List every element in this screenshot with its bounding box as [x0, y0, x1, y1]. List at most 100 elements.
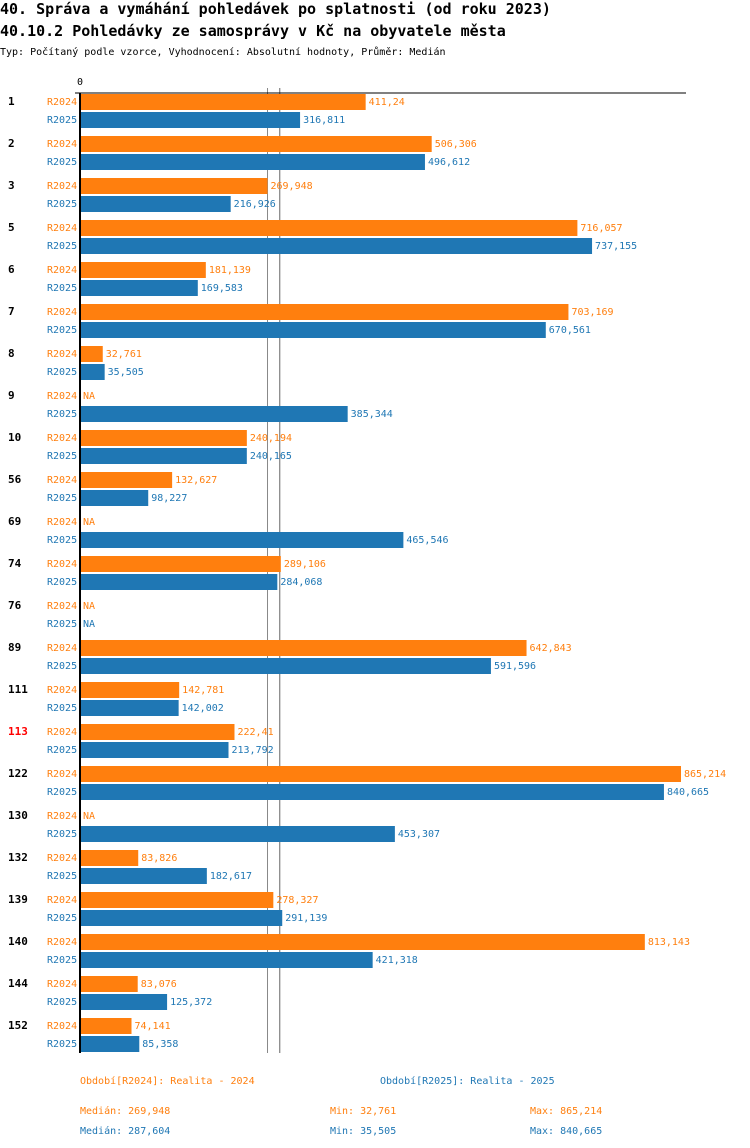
bar-r2025	[80, 952, 373, 968]
bar-r2024	[80, 94, 366, 110]
series-label: R2024	[47, 517, 77, 528]
series-label: R2025	[47, 241, 77, 252]
series-label: R2024	[47, 97, 77, 108]
data-label: 142,781	[182, 685, 224, 696]
data-label: 716,057	[580, 223, 622, 234]
data-label: 240,194	[250, 433, 292, 444]
bar-r2025	[80, 994, 168, 1010]
series-label: R2025	[47, 1039, 77, 1050]
category-label: 9	[8, 389, 15, 402]
category-label: 140	[8, 935, 28, 948]
series-label: R2025	[47, 199, 77, 210]
bar-r2025	[80, 658, 491, 674]
series-label: R2025	[47, 997, 77, 1008]
data-label: 182,617	[210, 871, 252, 882]
legend-r2024: Období[R2024]: Realita - 2024	[80, 1075, 255, 1087]
data-label: 284,068	[280, 577, 322, 588]
data-label: 453,307	[398, 829, 440, 840]
category-label: 139	[8, 893, 28, 906]
series-label: R2024	[47, 307, 77, 318]
bar-r2025	[80, 910, 283, 926]
category-label: 144	[8, 977, 28, 990]
data-label: 32,761	[106, 349, 142, 360]
category-label: 1	[8, 95, 15, 108]
series-label: R2025	[47, 367, 77, 378]
data-label: 74,141	[135, 1021, 171, 1032]
data-label: NA	[83, 517, 95, 528]
category-label: 7	[8, 305, 15, 318]
series-label: R2024	[47, 601, 77, 612]
bar-r2024	[80, 892, 274, 908]
bar-r2025	[80, 784, 664, 800]
data-label: 813,143	[648, 937, 690, 948]
series-label: R2025	[47, 409, 77, 420]
data-label: 385,344	[351, 409, 393, 420]
series-label: R2025	[47, 283, 77, 294]
data-label: NA	[83, 391, 95, 402]
chart-subtitle: 40.10.2 Pohledávky ze samosprávy v Kč na…	[0, 22, 506, 40]
bar-r2025	[80, 742, 229, 758]
series-label: R2024	[47, 937, 77, 948]
bar-r2024	[80, 766, 681, 782]
series-label: R2025	[47, 871, 77, 882]
series-label: R2024	[47, 139, 77, 150]
data-label: 278,327	[276, 895, 318, 906]
series-label: R2024	[47, 391, 77, 402]
data-label: 83,076	[141, 979, 177, 990]
data-label: 213,792	[232, 745, 274, 756]
bar-r2025	[80, 406, 348, 422]
data-label: 737,155	[595, 241, 637, 252]
series-label: R2025	[47, 787, 77, 798]
x-tick-label-0: 0	[77, 77, 83, 88]
bar-r2024	[80, 640, 527, 656]
bar-r2024	[80, 304, 569, 320]
category-label: 69	[8, 515, 21, 528]
stat-min-r2025: Min: 35,505	[330, 1126, 396, 1137]
series-label: R2025	[47, 577, 77, 588]
data-label: NA	[83, 601, 95, 612]
chart-info: Typ: Počítaný podle vzorce, Vyhodnocení:…	[0, 46, 446, 58]
bar-r2025	[80, 112, 301, 128]
data-label: 840,665	[667, 787, 709, 798]
data-label: 496,612	[428, 157, 470, 168]
series-label: R2024	[47, 223, 77, 234]
series-label: R2025	[47, 493, 77, 504]
bar-r2025	[80, 700, 179, 716]
bar-r2025	[80, 196, 231, 212]
series-label: R2024	[47, 769, 77, 780]
category-label: 8	[8, 347, 15, 360]
data-label: 222,41	[237, 727, 273, 738]
data-label: 269,948	[271, 181, 313, 192]
bar-r2024	[80, 556, 281, 572]
series-label: R2025	[47, 913, 77, 924]
data-label: 506,306	[435, 139, 477, 150]
data-label: 316,811	[303, 115, 345, 126]
category-label: 152	[8, 1019, 28, 1032]
data-label: 421,318	[376, 955, 418, 966]
series-label: R2024	[47, 895, 77, 906]
category-label: 122	[8, 767, 28, 780]
bar-r2024	[80, 220, 578, 236]
series-label: R2024	[47, 685, 77, 696]
series-label: R2025	[47, 619, 77, 630]
data-label: 291,139	[285, 913, 327, 924]
bar-r2025	[80, 448, 247, 464]
series-label: R2024	[47, 979, 77, 990]
data-label: 132,627	[175, 475, 217, 486]
bar-r2025	[80, 364, 105, 380]
data-label: 181,139	[209, 265, 251, 276]
series-label: R2025	[47, 157, 77, 168]
category-label: 89	[8, 641, 21, 654]
bar-r2025	[80, 154, 425, 170]
bar-r2025	[80, 280, 198, 296]
series-label: R2024	[47, 1021, 77, 1032]
series-label: R2024	[47, 349, 77, 360]
series-label: R2025	[47, 703, 77, 714]
data-label: 169,583	[201, 283, 243, 294]
bar-r2024	[80, 682, 180, 698]
bar-r2024	[80, 934, 645, 950]
bar-r2024	[80, 850, 139, 866]
series-label: R2025	[47, 745, 77, 756]
series-label: R2024	[47, 475, 77, 486]
stat-median-r2024: Medián: 269,948	[80, 1105, 170, 1117]
